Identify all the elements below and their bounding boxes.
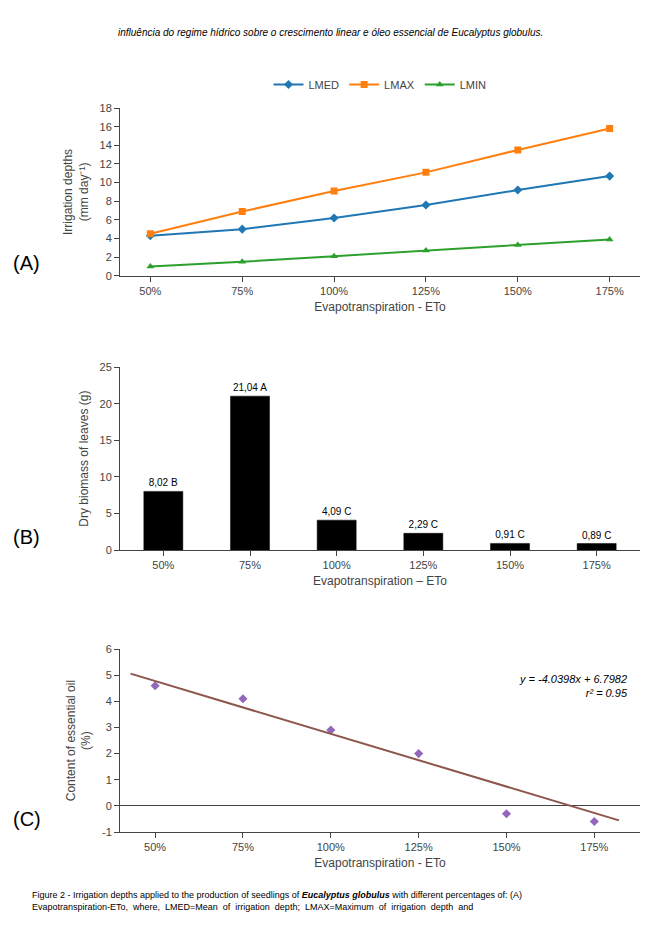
svg-text:4: 4: [106, 695, 112, 707]
svg-text:25: 25: [100, 361, 112, 373]
svg-text:5: 5: [106, 669, 112, 681]
svg-text:2: 2: [106, 747, 112, 759]
svg-text:75%: 75%: [231, 285, 253, 297]
svg-text:Content of essential oil(%): Content of essential oil(%): [64, 680, 94, 801]
svg-text:LMED: LMED: [309, 79, 340, 91]
svg-text:125%: 125%: [405, 841, 433, 853]
svg-text:75%: 75%: [232, 841, 254, 853]
svg-text:100%: 100%: [320, 285, 348, 297]
svg-text:100%: 100%: [323, 559, 351, 571]
svg-text:0: 0: [106, 800, 112, 812]
svg-text:-1: -1: [102, 826, 112, 838]
svg-text:6: 6: [106, 643, 112, 655]
svg-text:(B): (B): [13, 526, 40, 548]
svg-text:0,89 C: 0,89 C: [582, 530, 611, 541]
svg-text:4: 4: [106, 232, 112, 244]
svg-text:175%: 175%: [596, 285, 624, 297]
svg-text:Evapotranspiration – ETo: Evapotranspiration – ETo: [313, 574, 447, 588]
svg-text:(C): (C): [13, 808, 41, 830]
svg-text:18: 18: [100, 102, 112, 114]
svg-text:150%: 150%: [492, 841, 520, 853]
svg-text:14: 14: [100, 139, 112, 151]
svg-text:1: 1: [106, 774, 112, 786]
svg-text:15: 15: [100, 434, 112, 446]
svg-text:50%: 50%: [144, 841, 166, 853]
svg-text:Irrigation depths(mm day⁻¹): Irrigation depths(mm day⁻¹): [61, 149, 91, 235]
svg-text:Evapotranspiration - ETo: Evapotranspiration - ETo: [314, 300, 446, 314]
svg-text:0: 0: [106, 544, 112, 556]
svg-text:4,09 C: 4,09 C: [322, 506, 351, 517]
svg-text:16: 16: [100, 121, 112, 133]
svg-text:125%: 125%: [412, 285, 440, 297]
svg-text:influência do regime hídrico s: influência do regime hídrico sobre o cre…: [118, 27, 543, 38]
svg-text:Evapotranspiration - ETo: Evapotranspiration - ETo: [314, 856, 446, 870]
svg-text:175%: 175%: [583, 559, 611, 571]
svg-text:8,02 B: 8,02 B: [149, 477, 178, 488]
svg-text:3: 3: [106, 721, 112, 733]
svg-text:0,91 C: 0,91 C: [495, 529, 524, 540]
svg-text:10: 10: [100, 471, 112, 483]
svg-text:6: 6: [106, 214, 112, 226]
svg-text:150%: 150%: [496, 559, 524, 571]
svg-text:50%: 50%: [152, 559, 174, 571]
svg-text:(A): (A): [13, 252, 40, 274]
svg-text:50%: 50%: [139, 285, 161, 297]
svg-text:5: 5: [106, 507, 112, 519]
svg-text:75%: 75%: [239, 559, 261, 571]
svg-text:21,04 A: 21,04 A: [233, 382, 267, 393]
svg-text:Dry biomass of leaves (g): Dry biomass of leaves (g): [77, 391, 91, 527]
svg-text:2: 2: [106, 251, 112, 263]
svg-text:LMAX: LMAX: [384, 79, 415, 91]
svg-text:125%: 125%: [409, 559, 437, 571]
svg-text:10: 10: [100, 176, 112, 188]
svg-text:20: 20: [100, 398, 112, 410]
svg-text:Figure 2 - Irrigation depths a: Figure 2 - Irrigation depths applied to …: [32, 890, 522, 912]
svg-text:2,29 C: 2,29 C: [409, 519, 438, 530]
svg-text:8: 8: [106, 195, 112, 207]
svg-text:LMIN: LMIN: [460, 79, 486, 91]
svg-text:175%: 175%: [580, 841, 608, 853]
svg-text:12: 12: [100, 158, 112, 170]
svg-text:y = -4.0398x + 6.7982r² = 0.95: y = -4.0398x + 6.7982r² = 0.95: [519, 673, 628, 699]
svg-text:100%: 100%: [317, 841, 345, 853]
svg-text:0: 0: [106, 270, 112, 282]
svg-text:150%: 150%: [504, 285, 532, 297]
